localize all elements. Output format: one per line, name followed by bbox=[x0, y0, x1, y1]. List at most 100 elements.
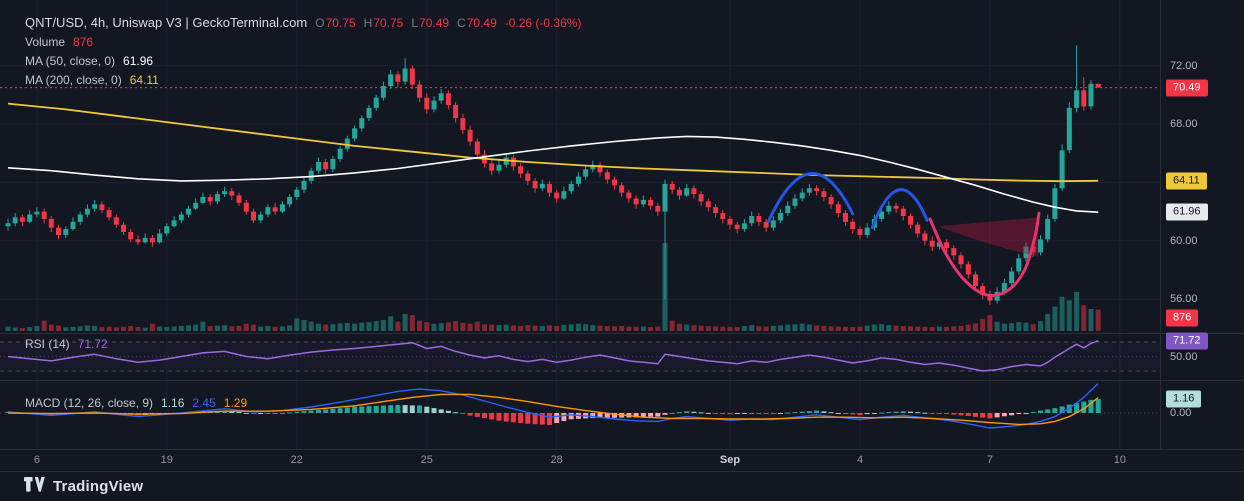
candle-body bbox=[409, 68, 415, 85]
symbol-title: QNT/USD, 4h, Uniswap V3 | GeckoTerminal.… bbox=[25, 15, 308, 30]
volume-bar bbox=[973, 323, 978, 331]
candle-body bbox=[929, 240, 935, 247]
tradingview-wordmark[interactable]: TradingView bbox=[53, 478, 144, 495]
macd-histogram-bar bbox=[1030, 411, 1036, 413]
macd-histogram-bar bbox=[1052, 408, 1058, 413]
time-axis-label: Sep bbox=[719, 454, 741, 466]
macd-path bbox=[7, 383, 1099, 429]
volume-bar bbox=[279, 326, 285, 331]
volume-bar bbox=[1059, 296, 1065, 331]
volume-bar bbox=[388, 316, 394, 331]
macd-histogram-bar bbox=[279, 413, 285, 414]
macd-histogram-bar bbox=[684, 411, 690, 413]
volume-bar bbox=[828, 326, 834, 331]
macd-histogram-bar bbox=[251, 413, 256, 414]
volume-bar bbox=[908, 326, 913, 331]
candle-body bbox=[604, 172, 610, 180]
symbol-legend-row[interactable]: QNT/USD, 4h, Uniswap V3 | GeckoTerminal.… bbox=[25, 15, 581, 30]
candle-body bbox=[583, 169, 589, 177]
main-pane-legend: QNT/USD, 4h, Uniswap V3 | GeckoTerminal.… bbox=[25, 15, 581, 92]
volume-bar bbox=[1081, 305, 1087, 331]
candle-body bbox=[489, 163, 495, 171]
candle-body bbox=[186, 208, 191, 215]
candle-body bbox=[258, 214, 264, 221]
candle-body bbox=[431, 100, 437, 110]
candle-body bbox=[106, 210, 112, 218]
drawing-arc-1[interactable] bbox=[766, 172, 855, 224]
rsi-legend-row[interactable]: RSI (14) 71.72 bbox=[25, 337, 108, 351]
volume-series bbox=[5, 243, 1101, 331]
candle-body bbox=[142, 237, 148, 243]
volume-bar bbox=[698, 325, 704, 331]
ma50-badge: 61.96 bbox=[1166, 203, 1208, 221]
candle-body bbox=[467, 129, 473, 142]
price-axis-label: 72.00 bbox=[1170, 59, 1198, 72]
volume-bar bbox=[886, 324, 892, 331]
macd-histogram-bar bbox=[763, 413, 769, 414]
high-value: 70.75 bbox=[373, 16, 404, 30]
candle-body bbox=[149, 237, 155, 243]
volume-bar bbox=[77, 326, 83, 331]
macd-legend-row[interactable]: MACD (12, 26, close, 9) 1.16 2.45 1.29 bbox=[25, 396, 247, 410]
time-axis[interactable]: 6 19 22 25 28 Sep 4 7 10 bbox=[0, 449, 1244, 471]
macd-histogram-bar bbox=[373, 405, 379, 413]
volume-bar bbox=[539, 326, 545, 331]
macd-histogram-bar bbox=[741, 413, 747, 414]
volume-bar bbox=[63, 327, 69, 331]
open-value: 70.75 bbox=[325, 16, 356, 30]
macd-histogram-bar bbox=[994, 413, 1000, 418]
macd-histogram-bar bbox=[915, 412, 921, 414]
macd-histogram-bar bbox=[633, 413, 639, 418]
volume-bar bbox=[1038, 321, 1043, 331]
candle-body bbox=[525, 173, 531, 181]
time-axis-label: 28 bbox=[550, 454, 563, 466]
volume-label: Volume bbox=[25, 35, 66, 49]
volume-bar bbox=[272, 326, 278, 331]
candle-body bbox=[352, 128, 358, 139]
candle-body bbox=[669, 183, 675, 190]
candle-body bbox=[438, 93, 444, 101]
volume-bar bbox=[879, 324, 885, 331]
macd-histogram-bar bbox=[655, 413, 661, 417]
macd-histogram-bar bbox=[1095, 399, 1101, 413]
macd-histogram-bar bbox=[532, 413, 538, 425]
macd-histogram-bar bbox=[871, 413, 877, 414]
volume-bar bbox=[301, 320, 307, 331]
volume-bar bbox=[178, 325, 184, 331]
volume-bar bbox=[366, 322, 372, 331]
macd-histogram-bar bbox=[756, 413, 762, 414]
volume-bar bbox=[265, 326, 271, 331]
price-axis[interactable]: 72.00 68.00 60.00 56.00 50.00 0.00 70.49 64.11 6… bbox=[1160, 0, 1244, 449]
ma50-legend-row[interactable]: MA (50, close, 0) 61.96 bbox=[25, 54, 581, 68]
macd-histogram-bar bbox=[835, 413, 841, 414]
volume-bar bbox=[135, 327, 141, 331]
tradingview-logo-icon[interactable] bbox=[24, 476, 45, 497]
rsi-path bbox=[7, 340, 1099, 372]
volume-bar bbox=[474, 321, 480, 331]
macd-histogram-bar bbox=[474, 413, 480, 417]
macd-histogram-bar bbox=[648, 413, 654, 417]
macd-histogram-bar bbox=[344, 407, 350, 413]
volume-bar bbox=[944, 326, 950, 331]
drawing-wedge[interactable] bbox=[937, 217, 1039, 257]
volume-bar bbox=[799, 323, 805, 331]
volume-bar bbox=[778, 325, 783, 331]
ma200-badge: 64.11 bbox=[1166, 172, 1207, 190]
ma200-legend-row[interactable]: MA (200, close, 0) 64.11 bbox=[25, 73, 581, 87]
candle-body bbox=[756, 216, 762, 222]
volume-bar bbox=[756, 326, 762, 331]
macd-histogram-bar bbox=[900, 411, 906, 413]
candle-body bbox=[496, 164, 502, 171]
macd-histogram-bar bbox=[965, 413, 971, 416]
volume-bar bbox=[532, 325, 538, 331]
drawing-cup-curve[interactable] bbox=[928, 211, 1041, 297]
volume-bar bbox=[431, 323, 437, 331]
volume-bar bbox=[482, 324, 487, 331]
volume-legend-row[interactable]: Volume 876 bbox=[25, 35, 581, 49]
volume-bar bbox=[915, 326, 921, 331]
rsi-badge: 71.72 bbox=[1166, 332, 1208, 350]
drawing-arc-2[interactable] bbox=[870, 188, 929, 230]
macd-histogram-bar bbox=[713, 413, 719, 414]
macd-histogram-bar bbox=[929, 413, 935, 414]
